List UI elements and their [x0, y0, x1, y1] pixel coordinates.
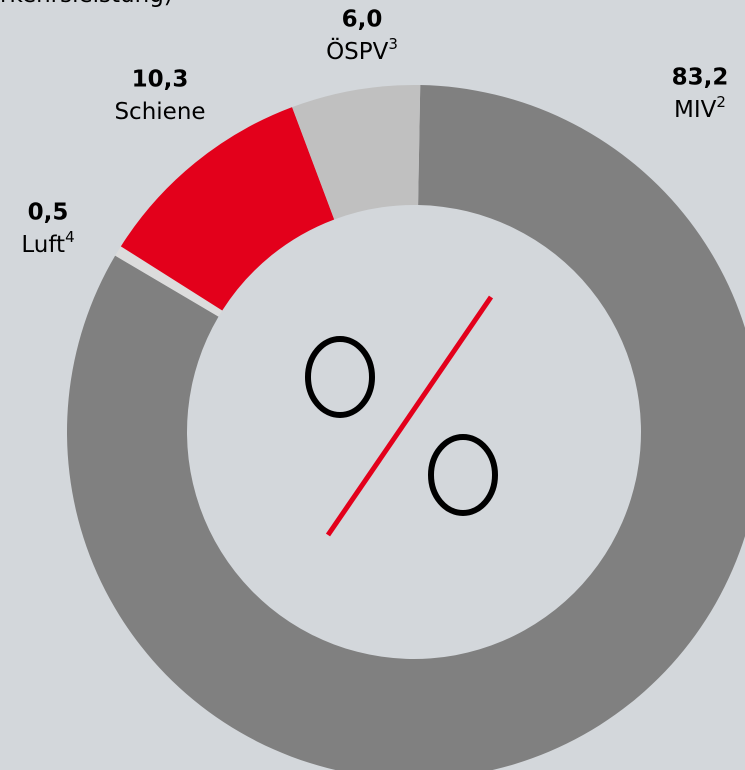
footnote-mark: 4 — [65, 228, 75, 246]
donut — [67, 85, 745, 770]
donut-segment — [120, 107, 335, 311]
category-name: Luft — [21, 232, 65, 258]
donut-segment — [67, 85, 745, 770]
category-name: MIV — [674, 97, 717, 123]
category-name: ÖSPV — [326, 37, 389, 65]
chart-title: rkehrsleistung) — [0, 0, 173, 8]
category-label: Luft4 — [21, 228, 74, 258]
category-label: ÖSPV3 — [326, 35, 398, 65]
category-label: MIV2 — [674, 93, 726, 123]
donut-segment — [292, 85, 421, 220]
value-label: 6,0 — [342, 7, 383, 33]
footnote-mark: 2 — [716, 93, 726, 111]
value-label: 10,3 — [132, 67, 189, 93]
category-label: Schiene — [114, 99, 205, 125]
donut-segment — [115, 246, 223, 317]
value-label: 83,2 — [672, 65, 729, 91]
category-name: Schiene — [114, 99, 205, 125]
footnote-mark: 3 — [388, 35, 398, 53]
percent-icon — [305, 295, 498, 537]
value-label: 0,5 — [28, 200, 69, 226]
